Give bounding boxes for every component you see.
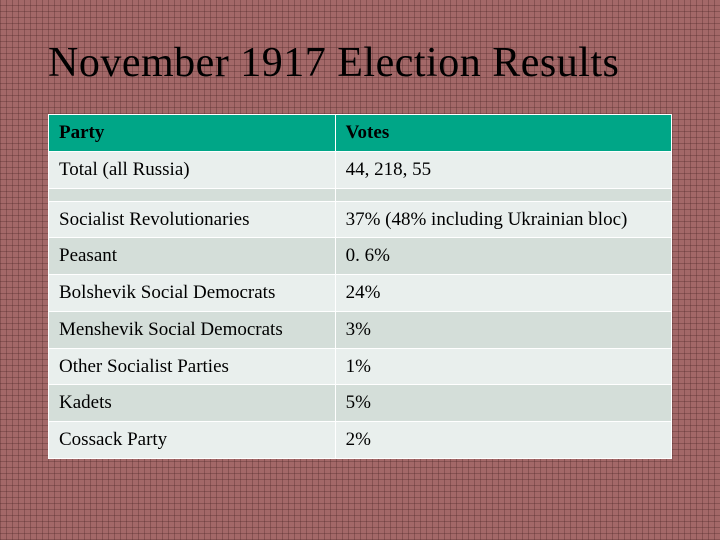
table-row: Peasant 0. 6% — [49, 238, 672, 275]
col-header-votes: Votes — [335, 115, 671, 152]
table-row: Kadets 5% — [49, 385, 672, 422]
cell-party: Socialist Revolutionaries — [49, 201, 336, 238]
table-row: Menshevik Social Democrats 3% — [49, 311, 672, 348]
cell-votes: 3% — [335, 311, 671, 348]
cell-party: Menshevik Social Democrats — [49, 311, 336, 348]
cell-party: Cossack Party — [49, 422, 336, 459]
results-table: Party Votes Total (all Russia) 44, 218, … — [48, 114, 672, 459]
cell-party: Total (all Russia) — [49, 151, 336, 188]
slide-title: November 1917 Election Results — [48, 40, 672, 86]
table-row: Cossack Party 2% — [49, 422, 672, 459]
table-header-row: Party Votes — [49, 115, 672, 152]
cell-votes: 0. 6% — [335, 238, 671, 275]
cell-party — [49, 188, 336, 201]
table-row: Socialist Revolutionaries 37% (48% inclu… — [49, 201, 672, 238]
table-row: Other Socialist Parties 1% — [49, 348, 672, 385]
cell-votes: 5% — [335, 385, 671, 422]
cell-party: Peasant — [49, 238, 336, 275]
cell-votes: 37% (48% including Ukrainian bloc) — [335, 201, 671, 238]
cell-votes: 2% — [335, 422, 671, 459]
cell-votes: 44, 218, 55 — [335, 151, 671, 188]
cell-party: Kadets — [49, 385, 336, 422]
cell-party: Bolshevik Social Democrats — [49, 275, 336, 312]
cell-votes: 1% — [335, 348, 671, 385]
cell-votes — [335, 188, 671, 201]
table-row — [49, 188, 672, 201]
cell-votes: 24% — [335, 275, 671, 312]
table-row: Total (all Russia) 44, 218, 55 — [49, 151, 672, 188]
slide-container: November 1917 Election Results Party Vot… — [0, 0, 720, 540]
cell-party: Other Socialist Parties — [49, 348, 336, 385]
col-header-party: Party — [49, 115, 336, 152]
table-row: Bolshevik Social Democrats 24% — [49, 275, 672, 312]
